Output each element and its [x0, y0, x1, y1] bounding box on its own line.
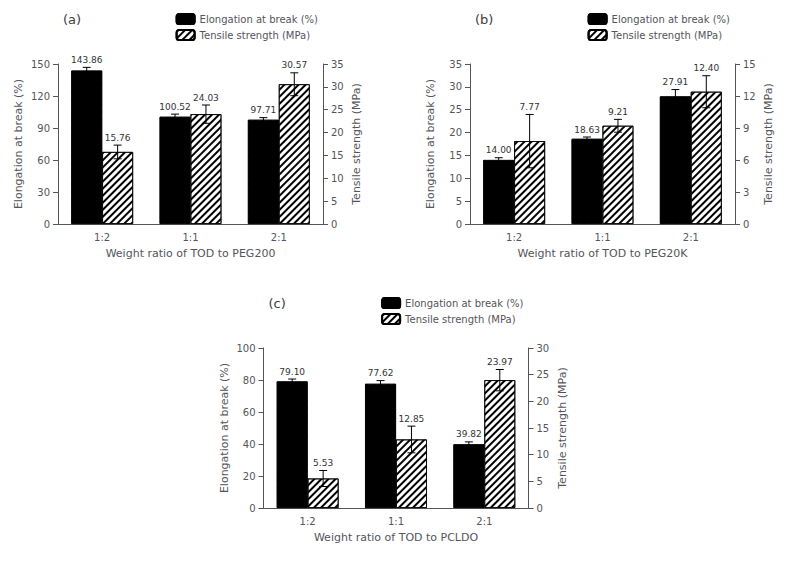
svg-text:35: 35	[449, 59, 462, 70]
svg-text:Weight ratio of TOD to PEG200: Weight ratio of TOD to PEG200	[106, 247, 276, 260]
svg-text:30: 30	[537, 343, 550, 354]
svg-text:1:1: 1:1	[388, 516, 404, 527]
svg-text:30: 30	[37, 187, 50, 198]
svg-text:0: 0	[743, 219, 749, 230]
svg-text:60: 60	[37, 155, 50, 166]
svg-text:Tensile strength (MPa): Tensile strength (MPa)	[611, 30, 723, 41]
svg-text:2:1: 2:1	[476, 516, 492, 527]
svg-text:3: 3	[743, 187, 749, 198]
svg-text:Tensile strength (MPa): Tensile strength (MPa)	[762, 83, 775, 205]
svg-text:18.63: 18.63	[574, 125, 600, 135]
svg-text:1:1: 1:1	[594, 232, 610, 243]
svg-text:15: 15	[537, 423, 550, 434]
svg-text:120: 120	[31, 91, 50, 102]
svg-text:10: 10	[331, 173, 344, 184]
svg-text:15: 15	[331, 150, 344, 161]
svg-text:100.52: 100.52	[159, 102, 191, 112]
svg-text:39.82: 39.82	[456, 429, 482, 439]
svg-text:Tensile strength (MPa): Tensile strength (MPa)	[350, 83, 363, 205]
svg-text:12: 12	[743, 91, 756, 102]
svg-text:25: 25	[331, 104, 344, 115]
svg-text:6: 6	[743, 155, 749, 166]
svg-text:90: 90	[37, 123, 50, 134]
svg-text:0: 0	[331, 219, 337, 230]
svg-text:0: 0	[44, 219, 50, 230]
svg-text:2:1: 2:1	[683, 232, 699, 243]
svg-text:20: 20	[537, 396, 550, 407]
svg-text:Elongation at break (%): Elongation at break (%)	[218, 363, 231, 493]
svg-text:20: 20	[449, 127, 462, 138]
svg-text:27.91: 27.91	[662, 77, 688, 87]
svg-text:Elongation at break (%): Elongation at break (%)	[405, 298, 523, 309]
svg-text:143.86: 143.86	[71, 55, 103, 65]
svg-text:Tensile strength (MPa): Tensile strength (MPa)	[199, 30, 311, 41]
svg-text:5.53: 5.53	[313, 458, 333, 468]
svg-text:Elongation at break (%): Elongation at break (%)	[424, 79, 437, 209]
svg-text:20: 20	[243, 471, 256, 482]
svg-text:1:1: 1:1	[182, 232, 198, 243]
svg-text:5: 5	[537, 476, 543, 487]
svg-text:(c): (c)	[269, 296, 286, 311]
svg-text:30: 30	[449, 81, 462, 92]
svg-text:0: 0	[537, 503, 543, 514]
svg-text:0: 0	[249, 503, 255, 514]
svg-text:24.03: 24.03	[193, 93, 219, 103]
svg-text:2:1: 2:1	[271, 232, 287, 243]
svg-text:5: 5	[331, 196, 337, 207]
svg-text:9.21: 9.21	[608, 107, 628, 117]
svg-text:79.10: 79.10	[279, 367, 305, 377]
svg-text:Elongation at break (%): Elongation at break (%)	[612, 14, 730, 25]
svg-text:1:2: 1:2	[94, 232, 110, 243]
svg-text:Tensile strength (MPa): Tensile strength (MPa)	[556, 367, 569, 489]
svg-text:Elongation at break (%): Elongation at break (%)	[200, 14, 318, 25]
svg-text:150: 150	[31, 59, 50, 70]
svg-text:1:2: 1:2	[506, 232, 522, 243]
svg-text:20: 20	[331, 127, 344, 138]
svg-text:15: 15	[743, 59, 756, 70]
svg-text:25: 25	[449, 104, 462, 115]
svg-text:15: 15	[449, 150, 462, 161]
svg-text:30.57: 30.57	[281, 60, 307, 70]
svg-text:Weight ratio of TOD to PCLDO: Weight ratio of TOD to PCLDO	[314, 531, 479, 544]
svg-text:Tensile strength (MPa): Tensile strength (MPa)	[404, 314, 516, 325]
svg-text:35: 35	[331, 59, 344, 70]
svg-text:15.76: 15.76	[105, 133, 131, 143]
svg-text:(b): (b)	[475, 12, 493, 27]
svg-text:1:2: 1:2	[300, 516, 316, 527]
svg-text:9: 9	[743, 123, 749, 134]
svg-text:Elongation at break (%): Elongation at break (%)	[12, 79, 25, 209]
svg-text:80: 80	[243, 375, 256, 386]
svg-text:97.71: 97.71	[250, 105, 276, 115]
svg-text:12.40: 12.40	[693, 63, 719, 73]
svg-text:Weight ratio of TOD to PEG20K: Weight ratio of TOD to PEG20K	[518, 247, 689, 260]
svg-text:77.62: 77.62	[368, 368, 394, 378]
svg-text:(a): (a)	[63, 12, 81, 27]
svg-text:14.00: 14.00	[486, 145, 512, 155]
svg-text:10: 10	[537, 449, 550, 460]
svg-text:10: 10	[449, 173, 462, 184]
svg-text:5: 5	[456, 196, 462, 207]
svg-text:60: 60	[243, 407, 256, 418]
svg-text:30: 30	[331, 81, 344, 92]
svg-text:0: 0	[456, 219, 462, 230]
svg-text:23.97: 23.97	[487, 357, 513, 367]
svg-text:100: 100	[236, 343, 255, 354]
svg-text:25: 25	[537, 369, 550, 380]
svg-text:12.85: 12.85	[399, 414, 425, 424]
svg-text:7.77: 7.77	[520, 102, 540, 112]
svg-text:40: 40	[243, 439, 256, 450]
